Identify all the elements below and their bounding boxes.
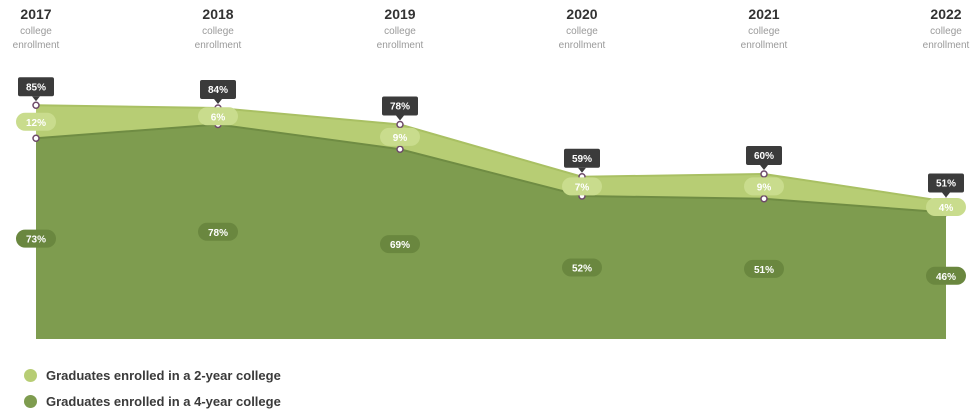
x-tick-sublabel: college — [748, 26, 780, 37]
total-tag-box — [200, 80, 236, 99]
x-tick-sublabel: college — [384, 26, 416, 37]
x-tick-sublabel: enrollment — [559, 40, 606, 51]
data-label-2-year: 4% — [939, 203, 954, 214]
marker-total — [32, 101, 40, 109]
marker-4-year — [396, 145, 404, 153]
total-tag-pointer — [32, 96, 40, 102]
data-label-2-year: 6% — [211, 112, 226, 123]
x-tick-sublabel: college — [566, 26, 598, 37]
total-tag-pointer — [942, 192, 950, 198]
marker-total — [760, 170, 768, 178]
x-tick-label: 2020 — [566, 6, 597, 22]
line-total — [35, 104, 947, 203]
legend-swatch-4-year — [24, 394, 37, 408]
legend: Graduates enrolled in a 2-year college G… — [24, 362, 281, 414]
total-label: 60% — [754, 151, 774, 162]
pill-4-year — [16, 229, 56, 248]
pill-4-year — [198, 222, 238, 241]
area-4-year — [36, 124, 946, 339]
pill-4-year — [926, 266, 966, 285]
pill-2-year — [562, 177, 602, 196]
total-label: 51% — [936, 179, 956, 190]
x-tick-sublabel: enrollment — [195, 40, 242, 51]
pill-2-year — [198, 107, 238, 126]
total-tag-box — [746, 146, 782, 165]
total-tag-pointer — [396, 115, 404, 121]
x-tick-label: 2017 — [20, 6, 51, 22]
pill-2-year — [744, 177, 784, 196]
pill-2-year — [16, 112, 56, 131]
data-label-2-year: 7% — [575, 182, 590, 193]
total-tag-box — [382, 96, 418, 116]
total-label: 78% — [390, 102, 410, 113]
x-tick-sublabel: college — [202, 26, 234, 37]
x-tick-sublabel: enrollment — [377, 40, 424, 51]
data-label-2-year: 9% — [393, 133, 408, 144]
line-4-year — [35, 123, 947, 214]
data-label-4-year: 73% — [26, 235, 46, 246]
total-tag-pointer — [760, 165, 768, 170]
data-label-4-year: 52% — [572, 264, 592, 275]
x-tick-sublabel: enrollment — [741, 40, 788, 51]
data-label-4-year: 46% — [936, 272, 956, 283]
legend-swatch-2-year — [24, 368, 37, 382]
total-label: 59% — [572, 154, 592, 165]
x-tick-label: 2021 — [748, 6, 779, 22]
data-label-2-year: 12% — [26, 118, 46, 129]
x-tick-sublabel: college — [20, 26, 52, 37]
total-tag-box — [928, 173, 964, 193]
x-tick-sublabel: enrollment — [13, 40, 60, 51]
data-label-4-year: 78% — [208, 228, 228, 239]
legend-label-4-year: Graduates enrolled in a 4-year college — [46, 393, 281, 409]
total-label: 84% — [208, 85, 228, 96]
area-2-year — [36, 105, 946, 213]
data-label-4-year: 51% — [754, 265, 774, 276]
total-tag-pointer — [578, 167, 586, 173]
x-tick-label: 2019 — [384, 6, 415, 22]
legend-label-2-year: Graduates enrolled in a 2-year college — [46, 367, 281, 383]
total-tag-box — [564, 148, 600, 168]
marker-4-year — [760, 195, 768, 203]
total-tag-box — [18, 77, 54, 97]
pill-4-year — [562, 258, 602, 277]
x-tick-label: 2018 — [202, 6, 233, 22]
pill-2-year — [926, 198, 966, 216]
x-tick-sublabel: enrollment — [923, 40, 970, 51]
total-label: 85% — [26, 82, 46, 93]
x-tick-label: 2022 — [930, 6, 961, 22]
x-tick-sublabel: college — [930, 26, 962, 37]
data-label-4-year: 69% — [390, 240, 410, 251]
total-tag-pointer — [214, 99, 222, 104]
marker-4-year — [32, 134, 40, 142]
pill-4-year — [744, 259, 784, 278]
pill-4-year — [380, 235, 420, 254]
legend-item-2-year: Graduates enrolled in a 2-year college — [24, 362, 281, 388]
pill-2-year — [380, 127, 420, 146]
data-label-2-year: 9% — [757, 182, 772, 193]
marker-total — [396, 120, 404, 129]
legend-item-4-year: Graduates enrolled in a 4-year college — [24, 388, 281, 414]
